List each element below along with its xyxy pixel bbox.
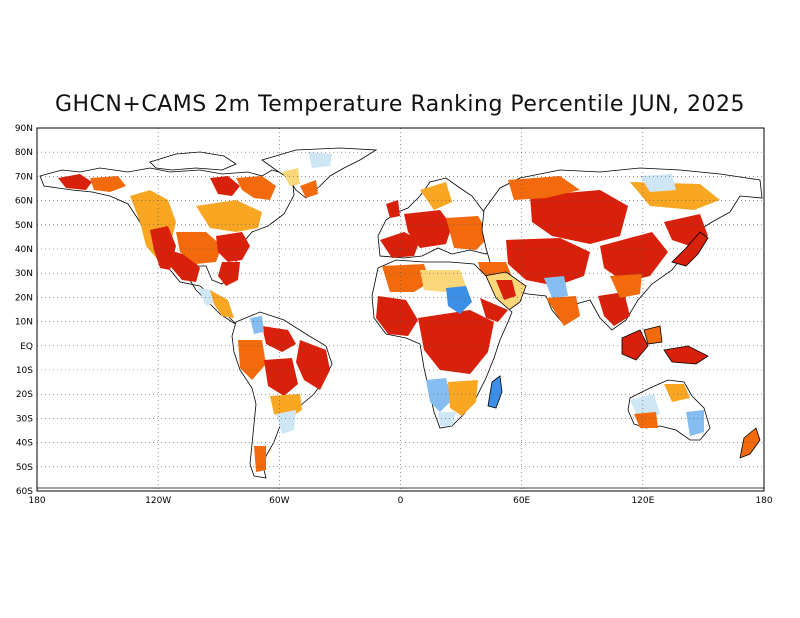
madagascar-land: [487, 375, 503, 409]
asia-hot-seasia: [598, 292, 630, 326]
europe-hot-uk: [386, 200, 400, 218]
na-warm-canada: [196, 200, 262, 232]
lon-tick-label: 180: [28, 496, 45, 506]
na-hot-southwest: [168, 250, 200, 282]
sa-cool-north: [250, 316, 264, 334]
na-hot-southeast: [218, 262, 240, 286]
sa-hot-center: [264, 358, 298, 396]
asia-hot-east: [600, 232, 668, 282]
asia-warm-china-south: [610, 274, 642, 298]
lat-tick-label: 90N: [15, 124, 33, 134]
lat-tick-label: 40N: [15, 245, 33, 255]
asia-warm-north: [508, 176, 580, 200]
lat-tick-label: 80N: [15, 148, 33, 158]
sa-cool-south: [276, 410, 296, 434]
africa-hot-east: [418, 310, 494, 374]
new-guinea-land: [663, 345, 709, 365]
lat-tick-label: 60N: [15, 197, 33, 207]
na-hot-hudson: [210, 176, 240, 196]
lat-tick-label: 10N: [15, 318, 33, 328]
lat-tick-label: 70N: [15, 172, 33, 182]
na-hot-alaska: [58, 174, 92, 190]
lat-tick-label: 30N: [15, 269, 33, 279]
lon-tick-label: 60E: [513, 496, 530, 506]
map-frame: [36, 127, 765, 492]
lat-tick-label: 20N: [15, 293, 33, 303]
lon-tick-label: 0: [398, 496, 404, 506]
asia-hot-central: [506, 238, 590, 286]
greenland-warm-west: [282, 168, 300, 186]
antarctica-edge: [37, 487, 764, 491]
greenland-cool: [308, 152, 332, 168]
lat-tick-label: 40S: [16, 439, 33, 449]
map-layer: [37, 147, 764, 491]
greenland-warm-south: [300, 180, 318, 198]
na-warm-plains: [176, 232, 222, 264]
indonesia-land: [621, 329, 649, 361]
lon-tick-label: 180: [755, 496, 772, 506]
sa-hot-north: [262, 326, 296, 352]
na-warm-mexico: [210, 290, 234, 318]
africa-very-cool-sahara: [446, 286, 472, 314]
australia-cool-east: [686, 410, 704, 436]
africa-warm-south: [448, 380, 478, 416]
lat-tick-label: 20S: [16, 390, 33, 400]
lat-tick-label: EQ: [20, 342, 33, 352]
europe-hot-center: [404, 210, 452, 248]
africa-warm-sahara: [420, 270, 466, 292]
arabia-hot: [496, 280, 516, 300]
lon-tick-label: 120W: [145, 496, 171, 506]
lat-tick-label: 30S: [16, 414, 33, 424]
borneo-land: [643, 325, 663, 345]
africa-hot-west: [376, 296, 418, 336]
map-grid: [37, 128, 764, 491]
asia-cool-tibet: [544, 276, 568, 298]
scandinavia-warm: [420, 182, 452, 210]
europe-hot-west: [380, 232, 420, 258]
africa-warm-north: [382, 264, 430, 292]
lat-tick-label: 50S: [16, 463, 33, 473]
africa-hot-horn: [480, 298, 508, 322]
lat-tick-label: 10S: [16, 366, 33, 376]
asia-cool-arctic: [640, 174, 676, 192]
na-warm-alaska: [90, 176, 126, 192]
africa-cool-southtip: [438, 412, 456, 426]
arctic-islands: [149, 151, 237, 171]
sa-hot-east: [296, 340, 330, 390]
australia-warm-south: [634, 412, 658, 428]
australia-warm-north: [664, 384, 690, 402]
lon-labels: 180 120W 60W 0 60E 120E 180: [28, 496, 772, 506]
lon-tick-label: 60W: [269, 496, 289, 506]
na-warm-north: [236, 176, 276, 200]
lat-tick-label: 50N: [15, 221, 33, 231]
asia-hot-siberia: [530, 190, 628, 244]
new-zealand-land: [739, 427, 761, 459]
sa-warm-patagonia: [254, 446, 266, 472]
lon-tick-label: 120E: [631, 496, 654, 506]
asia-warm-india: [546, 296, 580, 326]
map-title: GHCN+CAMS 2m Temperature Ranking Percent…: [54, 92, 745, 117]
lat-labels: 90N 80N 70N 60N 50N 40N 30N 20N 10N EQ 10S 20S 30S 40…: [15, 124, 33, 497]
na-hot-east: [216, 232, 250, 262]
lat-tick-label: 60S: [16, 487, 33, 497]
africa-cool-south: [426, 378, 452, 412]
